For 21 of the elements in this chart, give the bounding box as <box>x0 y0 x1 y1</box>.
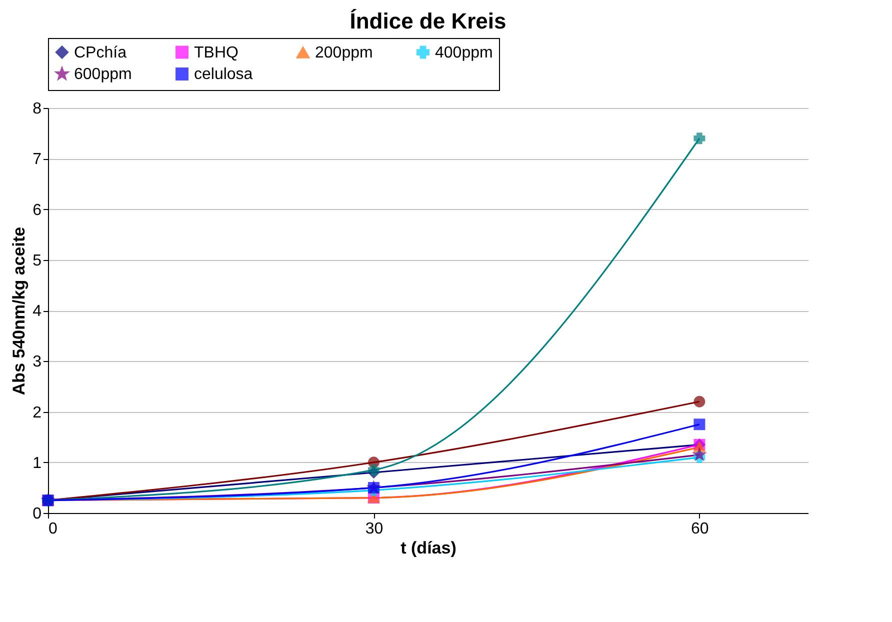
y-tick-label: 5 <box>32 252 42 270</box>
y-tick-label: 6 <box>32 202 42 219</box>
chart-title: Índice de Kreis <box>350 8 506 34</box>
x-axis-title: t (días) <box>400 538 456 558</box>
y-tick-label: 3 <box>32 354 42 371</box>
legend-label: 600ppm <box>74 66 132 83</box>
y-tick-label: 0 <box>32 506 42 522</box>
y-tick-label: 8 <box>32 100 42 118</box>
y-tick-label: 7 <box>32 151 42 168</box>
legend-label: TBHQ <box>194 44 238 62</box>
legend-label: 400ppm <box>435 44 493 62</box>
x-tick-label: 0 <box>48 520 58 538</box>
x-tick-label: 30 <box>365 520 384 538</box>
legend-label: CPchía <box>74 44 127 62</box>
y-tick-label: 2 <box>32 404 42 422</box>
y-tick-label: 1 <box>32 454 42 472</box>
x-tick-label: 60 <box>691 520 709 538</box>
legend-label: celulosa <box>194 66 253 83</box>
y-axis-title: Abs 540nm/kg aceite <box>10 226 29 396</box>
legend-label: 200ppm <box>315 44 373 62</box>
y-tick-label: 4 <box>32 303 42 320</box>
